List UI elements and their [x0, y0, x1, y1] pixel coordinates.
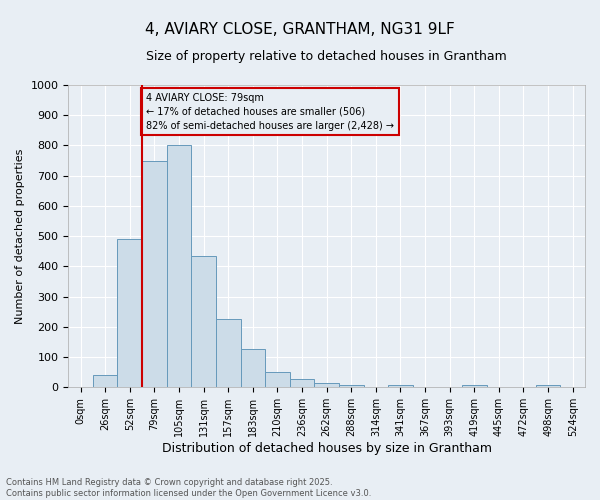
Title: Size of property relative to detached houses in Grantham: Size of property relative to detached ho… [146, 50, 507, 63]
Bar [265, 372, 290, 388]
Bar [216, 320, 241, 388]
Bar [118, 239, 142, 388]
Bar [191, 256, 216, 388]
Bar [314, 383, 339, 388]
Bar [93, 374, 118, 388]
Bar [241, 348, 265, 388]
Bar [536, 385, 560, 388]
Text: Contains HM Land Registry data © Crown copyright and database right 2025.
Contai: Contains HM Land Registry data © Crown c… [6, 478, 371, 498]
Text: 4, AVIARY CLOSE, GRANTHAM, NG31 9LF: 4, AVIARY CLOSE, GRANTHAM, NG31 9LF [145, 22, 455, 38]
Y-axis label: Number of detached properties: Number of detached properties [15, 148, 25, 324]
Bar [462, 385, 487, 388]
X-axis label: Distribution of detached houses by size in Grantham: Distribution of detached houses by size … [161, 442, 491, 455]
Bar [142, 160, 167, 388]
Bar [339, 385, 364, 388]
Bar [388, 385, 413, 388]
Bar [167, 146, 191, 388]
Bar [290, 379, 314, 388]
Text: 4 AVIARY CLOSE: 79sqm
← 17% of detached houses are smaller (506)
82% of semi-det: 4 AVIARY CLOSE: 79sqm ← 17% of detached … [146, 92, 394, 130]
